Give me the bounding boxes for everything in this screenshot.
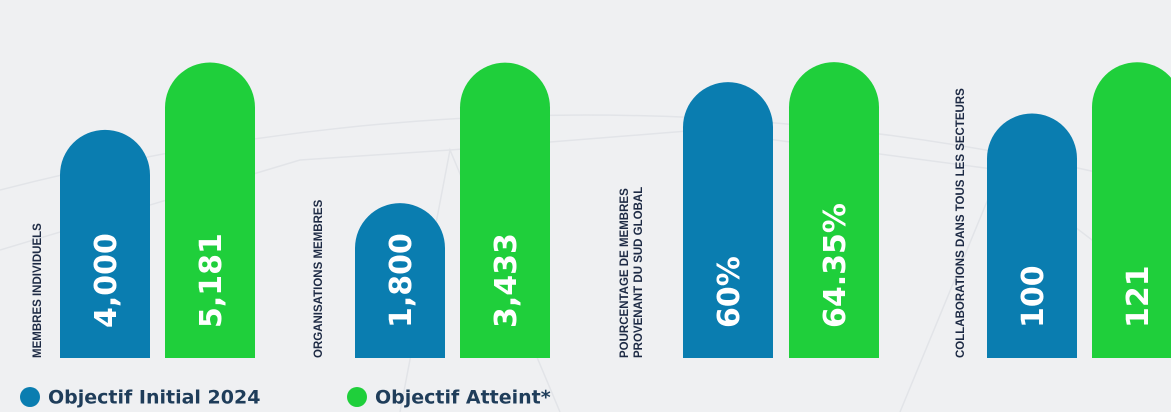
group-title: MEMBRES INDIVIDUELS [32,223,44,358]
value-label: 100 [1016,265,1051,328]
value-label: 1,800 [384,233,419,328]
group-title: ORGANISATIONS MEMBRES [313,199,325,358]
legend-swatch [20,387,40,407]
legend-label: Objectif Atteint* [375,387,551,409]
legend-swatch [347,387,367,407]
bar [460,62,550,358]
group-title: COLLABORATIONS DANS TOUS LES SECTEURS [955,88,967,358]
bar [60,129,150,358]
value-label: 121 [1121,265,1156,328]
bar [355,203,445,358]
value-label: 64.35% [818,203,853,328]
value-label: 5,181 [194,233,229,328]
value-label: 3,433 [489,233,524,328]
group-title: POURCENTAGE DE MEMBRES [619,188,631,358]
bar [683,82,773,358]
bar [789,62,879,358]
group-title: PROVENANT DU SUD GLOBAL [633,187,645,358]
bar [1092,62,1171,358]
value-label: 60% [712,256,747,328]
bar [165,62,255,358]
bar [987,113,1077,358]
legend-label: Objectif Initial 2024 [48,387,260,409]
value-label: 4,000 [89,233,124,328]
